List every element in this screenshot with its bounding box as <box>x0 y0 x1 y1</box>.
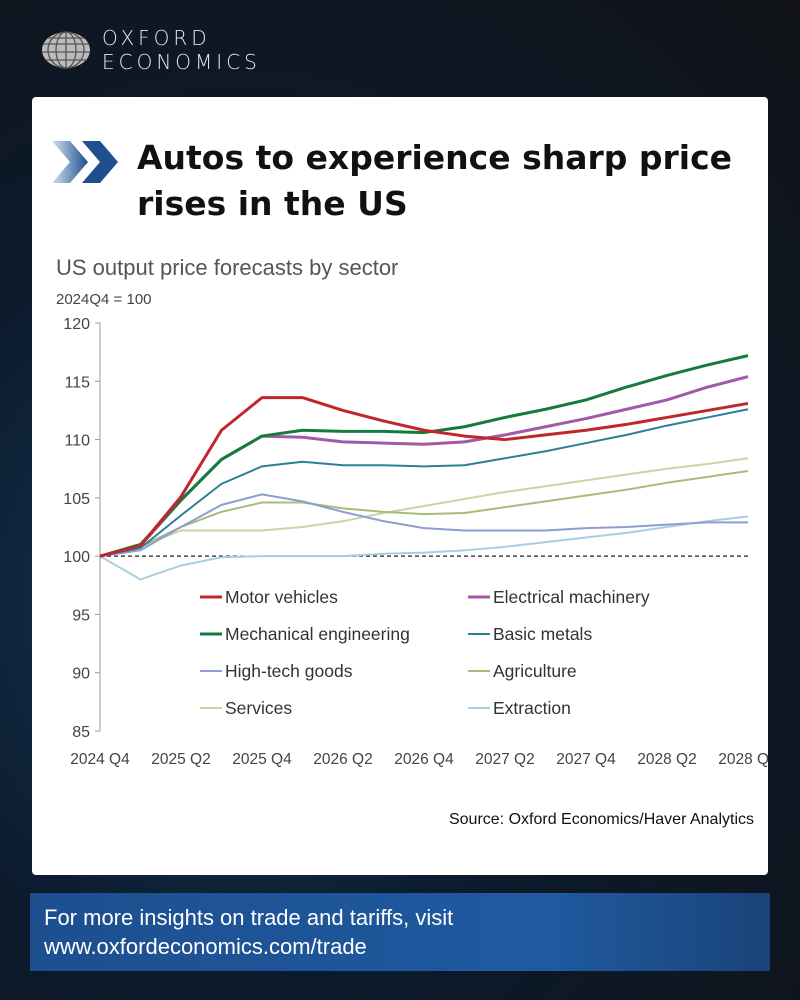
y-tick-label: 120 <box>63 316 90 333</box>
series-line-mechanical-engineering <box>99 354 749 558</box>
series-line-motor-vehicles <box>99 396 749 558</box>
series-line-agriculture <box>99 470 749 558</box>
chart-subtitle: 2024Q4 = 100 <box>56 291 152 308</box>
y-tick-label: 85 <box>72 724 90 741</box>
y-tick-label: 100 <box>63 549 90 566</box>
series-line-high-tech-goods <box>99 493 748 558</box>
x-tick-label: 2028 Q4 <box>718 751 768 768</box>
brand-line-2: ECONOMICS <box>102 50 261 74</box>
legend-label: Motor vehicles <box>225 587 338 607</box>
footer-banner[interactable]: For more insights on trade and tariffs, … <box>30 893 770 971</box>
legend-label: Agriculture <box>493 661 577 681</box>
x-tick-label: 2026 Q4 <box>394 751 454 768</box>
y-tick-label: 105 <box>63 491 90 508</box>
x-tick-label: 2028 Q2 <box>637 751 696 768</box>
y-tick-label: 90 <box>72 666 90 683</box>
oxford-economics-logo: OXFORD ECONOMICS <box>40 26 261 74</box>
chart-title: US output price forecasts by sector <box>56 255 399 280</box>
footer-link[interactable]: www.oxfordeconomics.com/trade <box>44 934 367 959</box>
legend-label: High-tech goods <box>225 661 353 681</box>
headline: Autos to experience sharp price rises in… <box>137 138 733 223</box>
x-tick-label: 2027 Q4 <box>556 751 616 768</box>
double-chevron-icon <box>52 141 118 183</box>
series-line-basic-metals <box>99 408 749 558</box>
y-tick-label: 110 <box>64 433 90 450</box>
series-line-services <box>99 457 749 558</box>
series-line-extraction <box>99 515 749 581</box>
brand-line-1: OXFORD <box>102 26 211 50</box>
legend-label: Electrical machinery <box>493 587 650 607</box>
y-tick-label: 95 <box>72 607 90 624</box>
x-tick-label: 2027 Q2 <box>475 751 534 768</box>
x-tick-label: 2025 Q2 <box>151 751 210 768</box>
chart-card: Autos to experience sharp price rises in… <box>32 97 768 875</box>
legend-label: Basic metals <box>493 624 592 644</box>
legend-label: Mechanical engineering <box>225 624 410 644</box>
globe-icon <box>42 31 90 69</box>
legend-label: Extraction <box>493 698 571 718</box>
x-tick-label: 2024 Q4 <box>70 751 130 768</box>
x-tick-label: 2025 Q4 <box>232 751 292 768</box>
line-chart: 85 90 95 100 105 110 115 120 2024 Q4 2025 Q2 2025 … <box>63 316 768 768</box>
x-tick-label: 2026 Q2 <box>313 751 372 768</box>
source-note: Source: Oxford Economics/Haver Analytics <box>448 811 754 828</box>
footer-line-1: For more insights on trade and tariffs, … <box>44 905 454 930</box>
y-tick-label: 115 <box>64 374 90 391</box>
legend-label: Services <box>225 698 292 718</box>
